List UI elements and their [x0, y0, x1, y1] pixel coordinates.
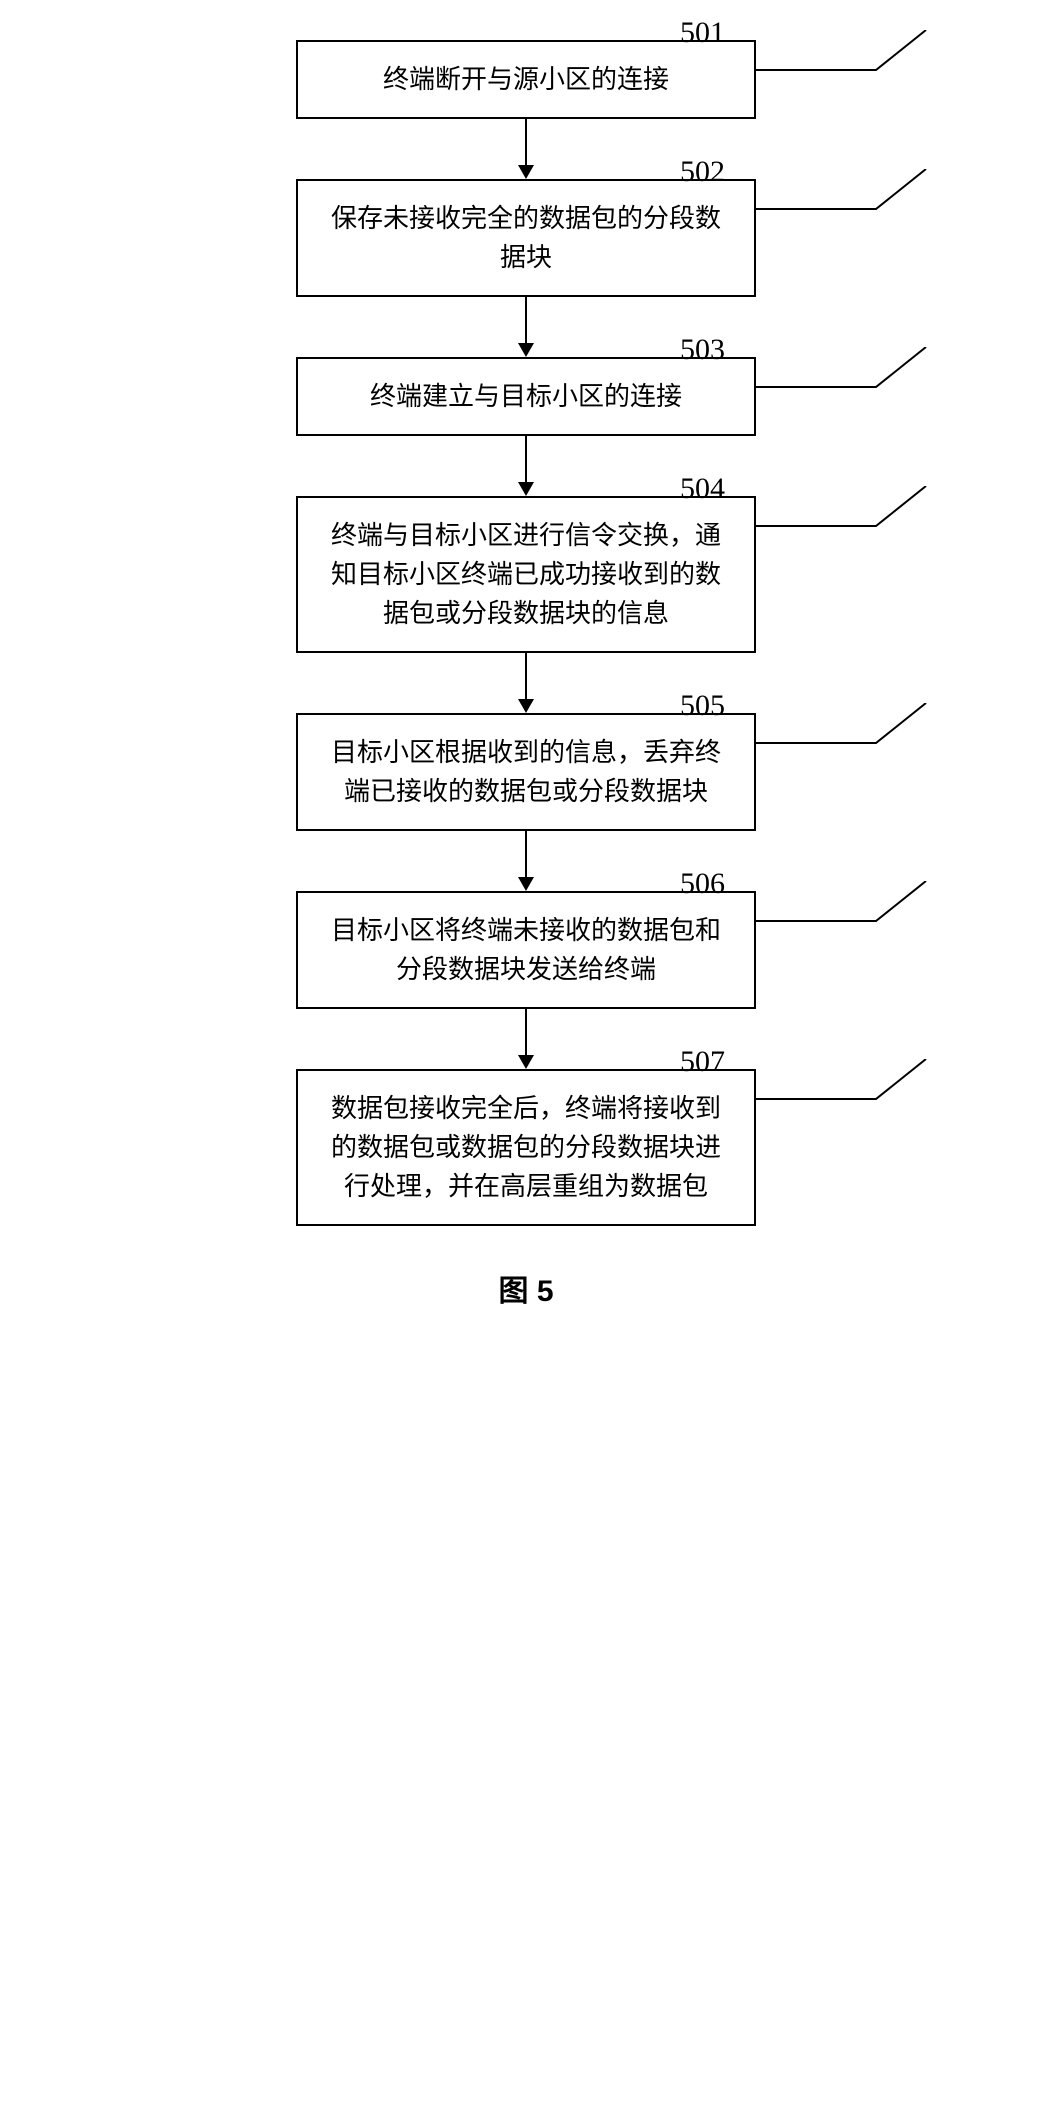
- step-row: 数据包接收完全后，终端将接收到的数据包或数据包的分段数据块进行处理，并在高层重组…: [40, 1069, 1012, 1226]
- step-row: 保存未接收完全的数据包的分段数据块 502: [40, 179, 1012, 297]
- arrow-down: [514, 119, 538, 179]
- step-wrap: 保存未接收完全的数据包的分段数据块: [296, 179, 756, 297]
- step-wrap: 终端断开与源小区的连接: [296, 40, 756, 119]
- step-row: 终端建立与目标小区的连接 503: [40, 357, 1012, 436]
- step-wrap: 终端与目标小区进行信令交换，通知目标小区终端已成功接收到的数据包或分段数据块的信…: [296, 496, 756, 653]
- step-box: 终端与目标小区进行信令交换，通知目标小区终端已成功接收到的数据包或分段数据块的信…: [296, 496, 756, 653]
- step-number: 501: [680, 16, 725, 50]
- step-wrap: 目标小区将终端未接收的数据包和分段数据块发送给终端: [296, 891, 756, 1009]
- step-box: 目标小区根据收到的信息，丢弃终端已接收的数据包或分段数据块: [296, 713, 756, 831]
- callout-line: [756, 881, 966, 941]
- step-box: 目标小区将终端未接收的数据包和分段数据块发送给终端: [296, 891, 756, 1009]
- step-box: 保存未接收完全的数据包的分段数据块: [296, 179, 756, 297]
- step-wrap: 数据包接收完全后，终端将接收到的数据包或数据包的分段数据块进行处理，并在高层重组…: [296, 1069, 756, 1226]
- step-box: 终端断开与源小区的连接: [296, 40, 756, 119]
- flowchart-container: 终端断开与源小区的连接 501 保存未接收完全的数据包的分段数据块 502 终端…: [40, 40, 1012, 1310]
- arrow-down: [514, 831, 538, 891]
- step-text: 终端断开与源小区的连接: [383, 65, 669, 94]
- step-text: 目标小区将终端未接收的数据包和分段数据块发送给终端: [331, 916, 721, 984]
- step-box: 数据包接收完全后，终端将接收到的数据包或数据包的分段数据块进行处理，并在高层重组…: [296, 1069, 756, 1226]
- arrow-down: [514, 653, 538, 713]
- arrow-down: [514, 436, 538, 496]
- step-row: 终端与目标小区进行信令交换，通知目标小区终端已成功接收到的数据包或分段数据块的信…: [40, 496, 1012, 653]
- step-number: 505: [680, 689, 725, 723]
- step-wrap: 终端建立与目标小区的连接: [296, 357, 756, 436]
- step-text: 保存未接收完全的数据包的分段数据块: [331, 204, 721, 272]
- step-number: 504: [680, 472, 725, 506]
- step-wrap: 目标小区根据收到的信息，丢弃终端已接收的数据包或分段数据块: [296, 713, 756, 831]
- step-number: 506: [680, 867, 725, 901]
- figure-caption: 图 5: [498, 1266, 553, 1310]
- step-text: 数据包接收完全后，终端将接收到的数据包或数据包的分段数据块进行处理，并在高层重组…: [331, 1094, 721, 1201]
- callout-line: [756, 347, 966, 407]
- step-text: 目标小区根据收到的信息，丢弃终端已接收的数据包或分段数据块: [331, 738, 721, 806]
- step-number: 502: [680, 155, 725, 189]
- arrow-down: [514, 1009, 538, 1069]
- callout-line: [756, 486, 966, 546]
- callout-line: [756, 1059, 966, 1119]
- step-row: 目标小区将终端未接收的数据包和分段数据块发送给终端 506: [40, 891, 1012, 1009]
- callout-line: [756, 169, 966, 229]
- step-number: 507: [680, 1045, 725, 1079]
- callout-line: [756, 30, 966, 90]
- callout-line: [756, 703, 966, 763]
- step-text: 终端建立与目标小区的连接: [370, 382, 682, 411]
- step-number: 503: [680, 333, 725, 367]
- step-row: 终端断开与源小区的连接 501: [40, 40, 1012, 119]
- step-box: 终端建立与目标小区的连接: [296, 357, 756, 436]
- step-row: 目标小区根据收到的信息，丢弃终端已接收的数据包或分段数据块 505: [40, 713, 1012, 831]
- arrow-down: [514, 297, 538, 357]
- step-text: 终端与目标小区进行信令交换，通知目标小区终端已成功接收到的数据包或分段数据块的信…: [331, 521, 721, 628]
